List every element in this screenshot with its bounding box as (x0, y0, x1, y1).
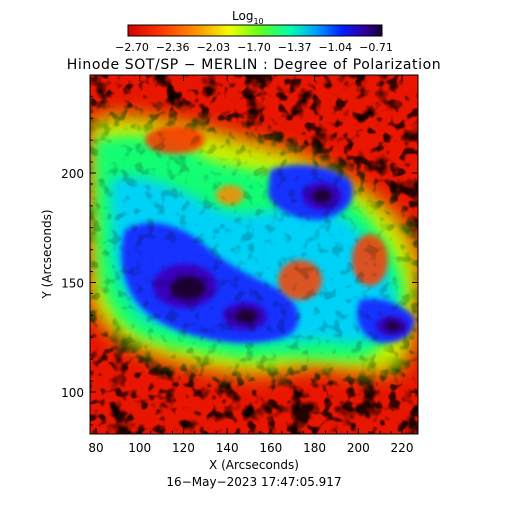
y-tick-label: 200 (61, 167, 84, 181)
x-tick-label: 80 (88, 441, 103, 455)
y-axis-label: Y (Arcseconds) (40, 209, 54, 299)
y-tick-label: 150 (61, 277, 84, 291)
plot-title: Hinode SOT/SP − MERLIN : Degree of Polar… (67, 57, 442, 73)
colorbar-tick-label: −2.70 (115, 41, 149, 54)
x-axis: 80 100 120 140 160 180 200 220 (88, 75, 413, 455)
x-tick-label: 220 (391, 441, 414, 455)
x-tick-label: 160 (259, 441, 282, 455)
x-tick-label: 140 (216, 441, 239, 455)
y-tick-label: 100 (61, 386, 84, 400)
polarization-image (90, 75, 418, 434)
colorbar-tick-label: −1.70 (237, 41, 271, 54)
colorbar-label: Log10 (232, 9, 264, 26)
y-axis: 100 150 200 (61, 95, 418, 426)
colorbar-tick-label: −0.71 (359, 41, 393, 54)
x-tick-label: 100 (128, 441, 151, 455)
plot-frame (89, 74, 419, 435)
x-tick-label: 120 (172, 441, 195, 455)
x-tick-label: 200 (347, 441, 370, 455)
x-tick-label: 180 (303, 441, 326, 455)
colorbar-tick-label: −2.36 (156, 41, 190, 54)
colorbar-gradient (127, 24, 383, 37)
colorbar-tick-label: −1.37 (278, 41, 312, 54)
colorbar-tick-label: −1.04 (318, 41, 352, 54)
x-axis-label: X (Arcseconds) (209, 458, 299, 472)
colorbar-ticks: −2.70 −2.36 −2.03 −1.70 −1.37 −1.04 −0.71 (115, 41, 393, 54)
colorbar-tick-label: −2.03 (196, 41, 230, 54)
colorbar: Log10 −2.70 −2.36 −2.03 −1.70 −1.37 −1.04 −0.7… (115, 9, 393, 54)
timestamp: 16−May−2023 17:47:05.917 (166, 475, 341, 489)
